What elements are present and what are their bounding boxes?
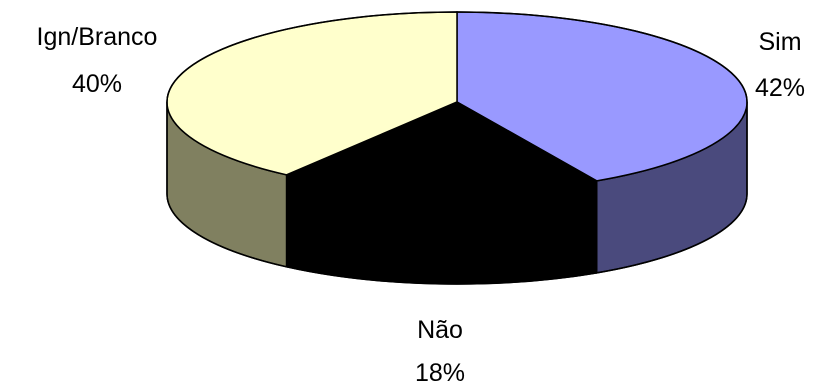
pie-outline: [166, 11, 748, 285]
slice-percent-nao: 18%: [415, 359, 465, 387]
slice-percent-sim: 42%: [755, 74, 805, 102]
pie-rim: [166, 11, 748, 285]
pie-sides: [166, 101, 748, 285]
slice-percent-ign-branco: 40%: [72, 70, 122, 98]
slice-label-sim: Sim: [758, 28, 801, 56]
slice-label-ign-branco: Ign/Branco: [37, 23, 158, 51]
slice-label-nao: Não: [417, 316, 463, 344]
pie-tops: [166, 11, 748, 193]
slice-nao: [284, 101, 599, 193]
